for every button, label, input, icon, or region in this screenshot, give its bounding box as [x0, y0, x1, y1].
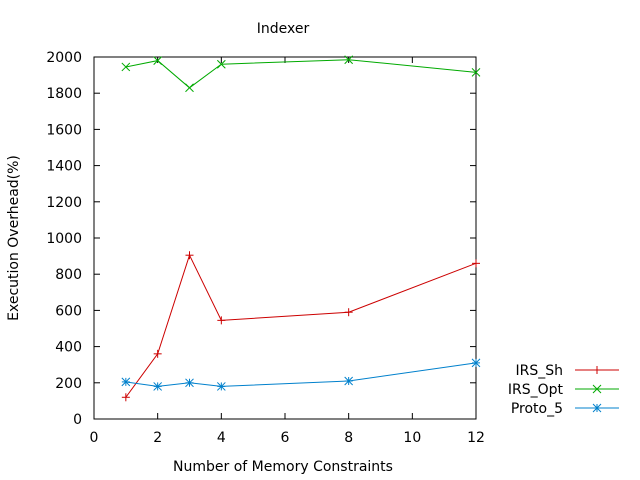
data-point-proto-5 [344, 376, 354, 386]
y-tick-label: 1800 [46, 86, 82, 102]
legend-label: Proto_5 [511, 401, 563, 417]
legend-entry-irs-sh: IRS_Sh [515, 363, 619, 379]
legend: IRS_Sh IRS_Opt Proto_5 [508, 363, 619, 417]
y-tick-label: 1200 [46, 195, 82, 211]
x-tick-label: 0 [90, 430, 99, 446]
series-irs-sh [121, 251, 480, 402]
series-irs-opt [121, 55, 481, 93]
data-point-irs-sh [344, 308, 353, 317]
x-tick-label: 4 [217, 430, 226, 446]
data-point-irs-sh [153, 349, 162, 358]
y-tick-label: 1600 [46, 122, 82, 138]
series-line-irs-sh [125, 253, 477, 398]
legend-label: IRS_Sh [515, 363, 563, 379]
data-point-proto-5 [216, 382, 226, 391]
data-point-irs-opt [471, 68, 481, 77]
y-tick-label: 800 [55, 267, 82, 283]
data-point-irs-sh [217, 316, 226, 325]
series-line-irs-opt [125, 59, 477, 89]
data-point-irs-opt [185, 83, 194, 93]
legend-marker-irs-sh [593, 366, 601, 374]
data-point-irs-opt [153, 56, 163, 65]
data-point-irs-opt [344, 55, 354, 65]
y-tick-label: 400 [55, 340, 82, 356]
data-point-proto-5 [153, 382, 163, 391]
series-line-proto-5 [125, 362, 477, 387]
data-point-irs-opt [121, 62, 131, 72]
y-tick-label: 600 [55, 303, 82, 319]
x-axis-label: Number of Memory Constraints [173, 459, 393, 475]
series-layer [121, 55, 481, 402]
data-point-proto-5 [471, 358, 481, 368]
x-tick-label: 10 [403, 430, 421, 446]
y-tick-label: 200 [55, 376, 82, 392]
chart-title: Indexer [257, 21, 310, 37]
x-tick-label: 2 [153, 430, 162, 446]
legend-marker-irs-opt [592, 384, 602, 394]
data-point-proto-5 [185, 378, 194, 388]
legend-entry-irs-opt: IRS_Opt [508, 382, 619, 398]
series-proto-5 [121, 358, 481, 391]
data-point-irs-opt [216, 59, 226, 69]
data-point-proto-5 [121, 377, 131, 387]
legend-marker-proto-5 [592, 403, 602, 413]
legend-label: IRS_Opt [508, 382, 564, 398]
y-axis-label: Execution Overhead(%) [6, 155, 22, 321]
y-axis: 0 200 400 600 800 1000 1200 1400 1600 1800 2000 [46, 50, 476, 428]
x-tick-label: 12 [467, 430, 485, 446]
y-tick-label: 1000 [46, 231, 82, 247]
data-point-irs-sh [121, 393, 130, 402]
y-tick-label: 1400 [46, 159, 82, 175]
x-tick-label: 8 [344, 430, 353, 446]
plot-frame [93, 56, 477, 420]
data-point-irs-sh [185, 251, 194, 260]
data-point-irs-sh [472, 259, 480, 268]
y-tick-label: 0 [73, 412, 82, 428]
y-tick-label: 2000 [46, 50, 82, 66]
legend-entry-proto-5: Proto_5 [511, 401, 619, 417]
x-axis: 0 2 4 6 8 10 12 [90, 57, 485, 446]
x-tick-label: 6 [281, 430, 290, 446]
